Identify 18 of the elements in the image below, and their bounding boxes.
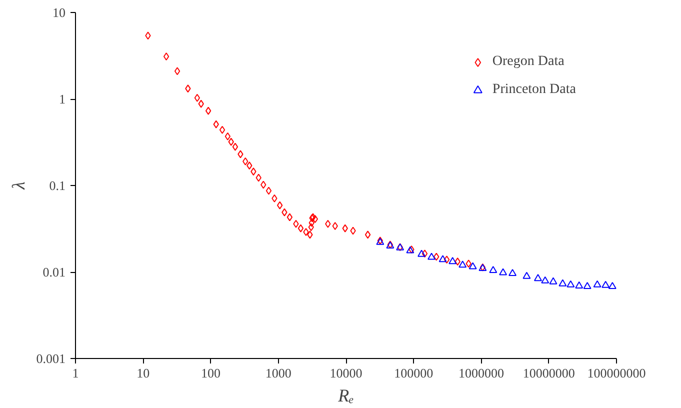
x-tick-label: 10 (136, 366, 150, 380)
y-tick-label: 0.1 (49, 178, 66, 193)
x-tick-label: 100000 (394, 366, 434, 380)
x-axis-title: Rₑ (337, 386, 354, 406)
y-tick-label: 10 (52, 5, 66, 20)
x-tick-label: 1 (72, 366, 79, 380)
legend-label: Princeton Data (492, 82, 576, 98)
x-tick-label: 100000000 (587, 366, 646, 380)
y-tick-label: 0.01 (42, 264, 66, 280)
x-tick-label: 10000000 (522, 366, 575, 380)
x-tick-label: 1000000 (458, 366, 504, 380)
legend-label: Oregon Data (492, 54, 564, 70)
x-tick-label: 10000 (330, 366, 362, 380)
x-tick-label: 1000 (265, 366, 292, 380)
x-tick-label: 100 (201, 366, 220, 380)
y-axis-title: λ (8, 181, 28, 190)
y-tick-label: 1 (59, 92, 66, 106)
y-tick-label: 0.001 (36, 351, 66, 366)
